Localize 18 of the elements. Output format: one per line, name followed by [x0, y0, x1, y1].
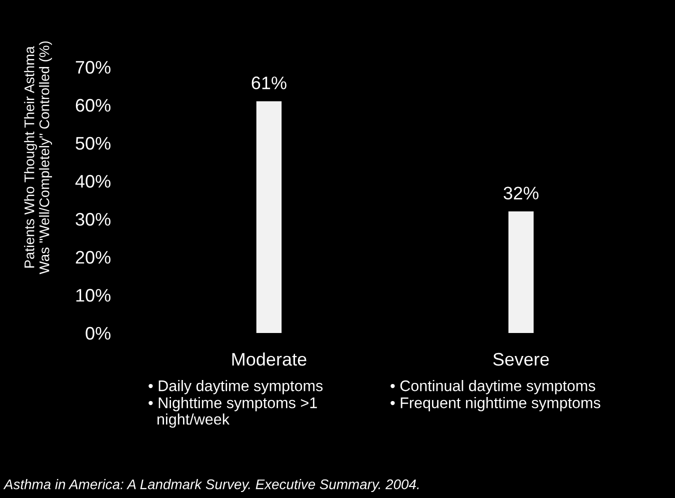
x-tick-label: Moderate [232, 352, 306, 366]
text: Asthma in America: A Landmark Survey. Executive Summary. 2004. [3, 479, 419, 492]
y-tick-label: 10% [76, 288, 110, 302]
x-tick-label: Severe [493, 352, 549, 366]
data-label: 32% [504, 186, 538, 200]
y-tick-label: 0% [86, 326, 110, 340]
text: • Nighttime symptoms >1 night/week [148, 397, 317, 428]
data-label: 61% [252, 76, 286, 90]
y-tick-label: 30% [76, 212, 110, 226]
y-tick-label: 40% [75, 174, 110, 188]
text: • Frequent nighttime symptoms [390, 397, 600, 412]
y-axis-title: Patients Who Thought Their Asthma Was "Well/Completely" Controlled (%) [24, 41, 52, 274]
y-tick-label: 70% [76, 60, 110, 74]
y-tick-label: 20% [76, 250, 110, 264]
y-tick-label: 50% [76, 136, 110, 150]
y-tick-label: 60% [76, 98, 110, 112]
text: • Daily daytime symptoms [148, 380, 323, 394]
text: • Continual daytime symptoms [390, 380, 596, 394]
